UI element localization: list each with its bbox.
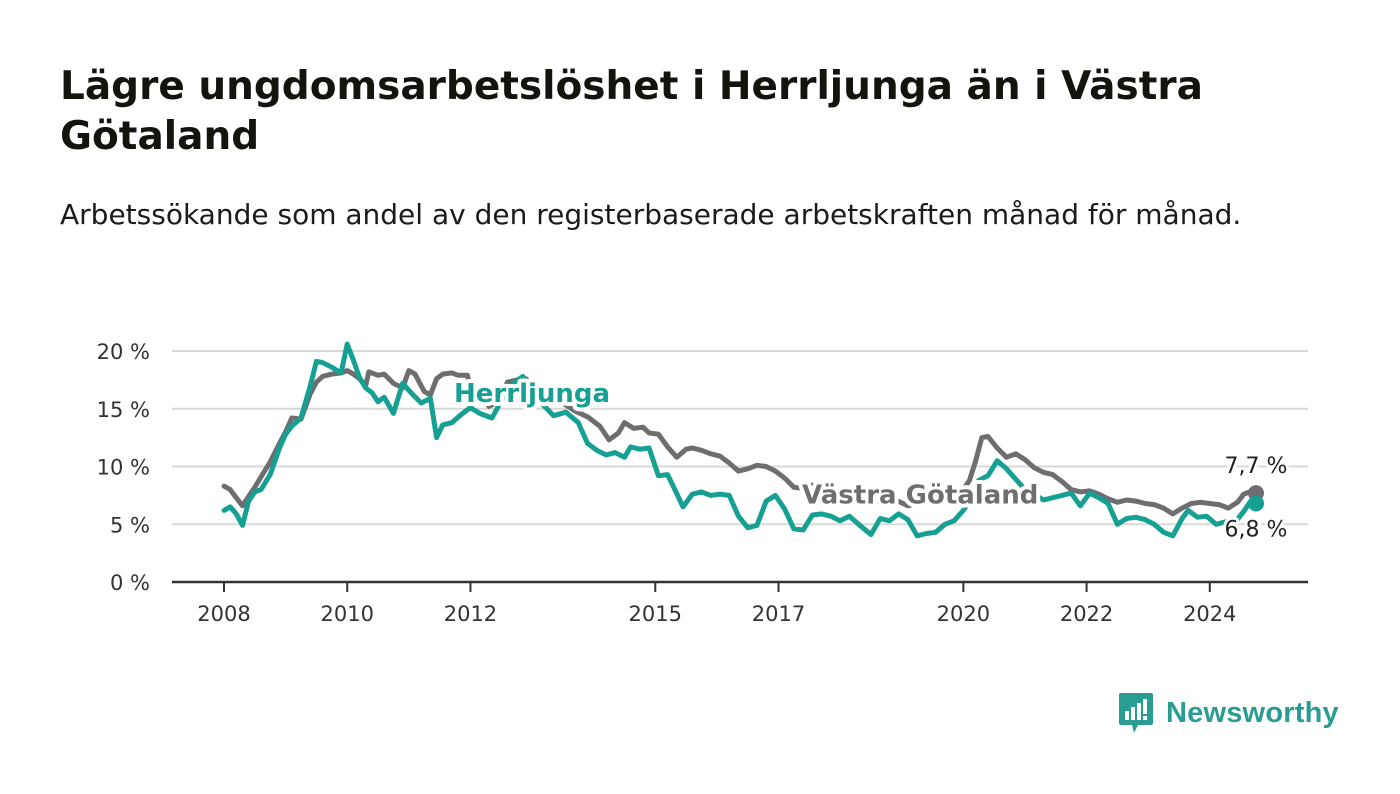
y-tick-label: 5 %	[110, 513, 150, 537]
end-label-halo-v-stra-g-taland: 7,7 %	[1225, 454, 1288, 479]
x-tick-label: 2012	[444, 602, 497, 626]
y-tick-label: 20 %	[97, 340, 150, 364]
chart-subtitle: Arbetssökande som andel av den registerb…	[60, 198, 1242, 231]
x-tick-label: 2010	[320, 602, 373, 626]
newsworthy-logo-icon	[1119, 693, 1153, 733]
axes: 0 % 5 % 10 % 15 % 20 % 2008 2010 2012 2015 2017 20…	[97, 340, 1308, 626]
end-marker-herrljunga	[1248, 495, 1264, 512]
end-label-v-stra-g-taland: 7,7 %	[1225, 454, 1288, 479]
series-line-v-stra-g-taland	[221, 368, 1259, 517]
x-tick-label: 2024	[1183, 602, 1236, 626]
y-tick-label: 10 %	[97, 456, 150, 480]
series-label-halo-herrljunga: Herrljunga	[454, 379, 610, 409]
brand-logo: Newsworthy	[1118, 690, 1339, 736]
series-label-v-stra-g-taland: Västra Götaland	[802, 480, 1038, 510]
y-tick-label: 0 %	[110, 571, 150, 595]
x-tick-label: 2020	[937, 602, 990, 626]
series-lines	[221, 341, 1259, 539]
x-tick-label: 2008	[197, 602, 250, 626]
chart-title: Lägre ungdomsarbetslöshet i Herrljunga ä…	[60, 64, 1203, 159]
end-label-herrljunga: 6,8 %	[1225, 517, 1288, 542]
end-label-halo-herrljunga: 6,8 %	[1225, 517, 1288, 542]
series-line-herrljunga	[221, 341, 1259, 539]
x-tick-label: 2017	[752, 602, 805, 626]
x-tick-label: 2022	[1060, 602, 1113, 626]
y-tick-label: 15 %	[97, 398, 150, 422]
x-tick-label: 2015	[629, 602, 682, 626]
series-label-herrljunga: Herrljunga	[454, 379, 610, 409]
series-label-halo-v-stra-g-taland: Västra Götaland	[802, 480, 1038, 510]
brand-name: Newsworthy	[1166, 696, 1339, 729]
gridlines	[172, 350, 1308, 526]
